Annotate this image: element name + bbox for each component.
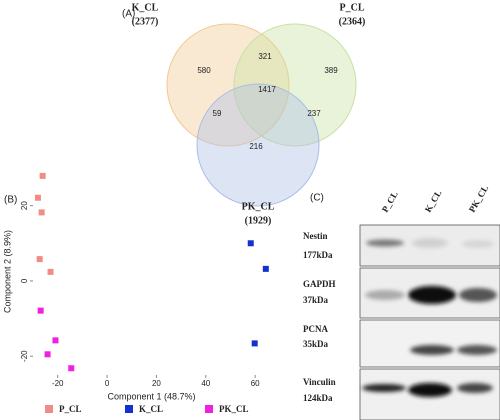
band [408,286,456,304]
region-count: 1417 [258,85,276,94]
blot-panel [359,319,500,368]
y-tick-group: -20 [20,350,29,362]
lane-label: P_CL [380,190,400,214]
region-count: 580 [197,66,211,75]
panel-label: (A) [122,9,135,20]
band [362,384,406,392]
protein-label: Vinculin [303,377,336,387]
point [37,307,44,314]
western-blot: (C) P_CL K_CL PK_CL [310,183,500,420]
point [44,351,51,358]
set-size: (2364) [339,16,366,27]
size-label: 37kDa [303,295,329,305]
size-label: 177kDa [303,250,333,260]
panel-label: (C) [310,193,324,204]
region-count: 59 [213,109,222,118]
set-size: (2377) [132,16,159,27]
x-axis-label: Component 1 (48.7%) [107,391,195,401]
y-axis-label: Component 2 (8.9%) [2,230,12,313]
point [36,256,43,263]
legend-label: P_CL [59,404,82,414]
x-tick-label: 60 [251,379,260,388]
size-label: 124kDa [303,393,333,403]
x-tick-label: -20 [52,379,64,388]
region-count: 237 [307,109,321,118]
protein-label: Nestin [303,231,328,241]
legend-label: K_CL [139,404,163,414]
region-count: 216 [249,142,263,151]
venn-circle [233,23,357,147]
point [262,265,269,272]
point [39,172,46,179]
x-tick-label: 40 [201,379,210,388]
point [38,209,45,216]
size-label: 35kDa [303,339,329,349]
point [52,337,59,344]
legend-label: PK_CL [219,404,249,414]
protein-label: GAPDH [303,279,336,289]
region-count: 389 [324,66,338,75]
band [459,288,497,302]
legend-swatch [45,405,53,413]
set-name: PK_CL [242,201,275,212]
lane-label: PK_CL [467,183,490,214]
y-axis-group: Component 2 (8.9%) [2,230,12,313]
y-tick-label: -20 [20,350,29,362]
band [365,290,405,300]
point [251,340,258,347]
band [408,383,452,397]
point [68,365,75,372]
x-tick-label: 0 [105,379,110,388]
y-tick-label: 0 [20,278,29,283]
y-tick-label: 20 [20,201,29,210]
y-tick-group: 20 [20,201,29,210]
band [457,383,493,393]
region-count: 321 [258,52,272,61]
legend-swatch [125,405,133,413]
band [410,345,454,355]
band [366,239,404,247]
point [47,268,54,275]
lane-label: K_CL [423,188,444,214]
point [247,240,254,247]
protein-label: PCNA [303,324,328,334]
point [34,194,41,201]
panel-label: (B) [4,195,17,206]
x-tick-label: 20 [152,379,161,388]
set-size: (1929) [245,215,272,226]
y-tick-group: 0 [20,278,29,283]
bands [362,238,497,397]
band [412,238,448,248]
set-name: K_CL [132,2,159,13]
band [462,240,494,248]
band [457,345,497,355]
venn-circle [196,83,320,207]
venn-circle [166,23,290,147]
set-name: P_CL [340,2,365,13]
legend-swatch [205,405,213,413]
